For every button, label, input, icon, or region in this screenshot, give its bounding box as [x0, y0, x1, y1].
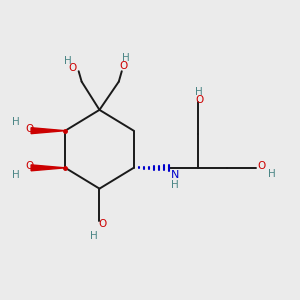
Text: N: N — [171, 170, 179, 180]
Text: O: O — [69, 63, 77, 73]
Text: H: H — [171, 180, 179, 190]
Text: O: O — [195, 95, 203, 105]
Text: H: H — [195, 87, 203, 97]
Polygon shape — [31, 128, 65, 134]
Text: O: O — [119, 61, 128, 71]
Text: H: H — [12, 117, 20, 127]
Text: H: H — [268, 169, 276, 179]
Text: H: H — [12, 170, 20, 180]
Text: H: H — [90, 231, 98, 241]
Text: H: H — [122, 53, 130, 64]
Text: H: H — [64, 56, 72, 66]
Text: O: O — [257, 161, 265, 171]
Text: O: O — [26, 161, 34, 171]
Text: O: O — [26, 124, 34, 134]
Polygon shape — [31, 165, 65, 171]
Text: O: O — [98, 219, 106, 229]
